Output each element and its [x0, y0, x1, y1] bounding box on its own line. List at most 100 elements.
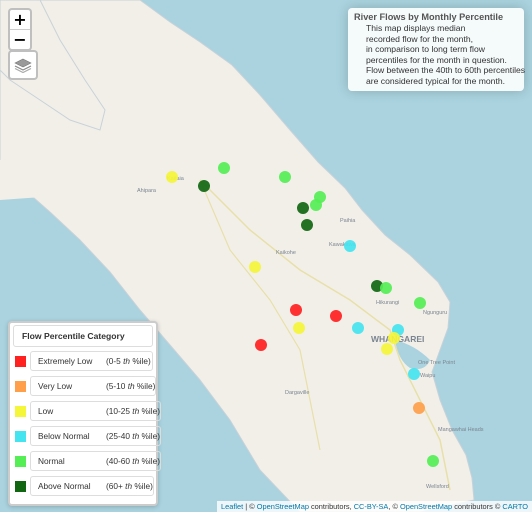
flow-site-marker[interactable]: [427, 455, 439, 467]
legend-range-start: (60+: [106, 481, 123, 491]
flow-site-marker[interactable]: [344, 240, 356, 252]
legend-swatch: [15, 480, 26, 492]
place-label: One Tree Point: [418, 360, 455, 366]
legend-range-suffix: th: [127, 381, 135, 391]
legend-range: (10-25 th %ile): [106, 406, 160, 416]
legend-label: Above Normal (60+ th %ile): [30, 476, 154, 496]
legend-range-start: (0-5: [106, 356, 121, 366]
flow-site-marker[interactable]: [330, 310, 342, 322]
legend-range-start: (25-40: [106, 431, 130, 441]
legend-rows: Extremely Low (0-5 th %ile) Very Low (5-10 …: [13, 350, 161, 497]
flow-site-marker[interactable]: [413, 402, 425, 414]
legend-item: Extremely Low (0-5 th %ile): [13, 350, 153, 372]
legend-range-start: (40-60: [106, 456, 130, 466]
legend-swatch: [15, 355, 26, 367]
legend-label: Very Low (5-10 th %ile): [30, 376, 157, 396]
attribution-text: | ©: [243, 502, 257, 511]
legend-range-end: %ile): [136, 381, 156, 391]
info-line: recorded flow for the month,: [366, 33, 473, 44]
legend-range: (0-5 th %ile): [106, 356, 151, 366]
place-label: Ahipara: [137, 188, 157, 194]
info-line: This map displays median: [366, 23, 466, 33]
flow-site-marker[interactable]: [371, 280, 383, 292]
place-label: Hikurangi: [376, 300, 399, 306]
flow-site-marker[interactable]: [279, 171, 291, 183]
info-line: are considered typical for the month.: [366, 75, 506, 86]
layers-button[interactable]: [8, 50, 38, 80]
legend-label: Low (10-25 th %ile): [30, 401, 161, 421]
flow-site-marker[interactable]: [166, 171, 178, 183]
legend-range-suffix: th: [125, 481, 133, 491]
flow-site-marker[interactable]: [301, 219, 313, 231]
info-panel: River Flows by Monthly Percentile This m…: [348, 8, 525, 91]
legend-item: Very Low (5-10 th %ile): [13, 375, 157, 397]
attribution-text: , ©: [388, 502, 400, 511]
legend-range-suffix: th: [123, 356, 130, 366]
legend-item: Normal (40-60 th %ile): [13, 450, 161, 472]
legend-category-name: Normal: [38, 456, 65, 466]
info-line: percentiles for the month in question.: [366, 54, 507, 65]
legend-label: Below Normal (25-40 th %ile): [30, 426, 161, 446]
flow-site-marker[interactable]: [198, 180, 210, 192]
legend: Flow Percentile Category Extremely Low (0…: [8, 321, 161, 506]
place-label: Wellsford: [426, 484, 449, 490]
flow-site-marker[interactable]: [352, 322, 364, 334]
legend-range-end: %ile): [132, 356, 151, 366]
zoom-out-button[interactable]: −: [10, 29, 30, 49]
flow-site-marker[interactable]: [218, 162, 230, 174]
place-label: Paihia: [340, 218, 356, 224]
legend-category-name: Very Low: [38, 381, 73, 391]
legend-range-end: %ile): [134, 481, 153, 491]
legend-range-end: %ile): [141, 406, 160, 416]
state-highway-12: [199, 179, 321, 451]
legend-title: Flow Percentile Category: [13, 325, 153, 347]
zoom-in-button[interactable]: +: [13, 9, 27, 29]
state-highway-1: [199, 179, 451, 491]
zoom-control: + −: [8, 8, 32, 51]
flow-site-marker[interactable]: [249, 261, 261, 273]
flow-site-marker[interactable]: [290, 304, 302, 316]
attribution-text: contributors,: [308, 502, 354, 511]
flow-site-marker[interactable]: [381, 343, 393, 355]
flow-site-markers: [166, 162, 439, 467]
legend-range-start: (10-25: [106, 406, 130, 416]
legend-range-end: %ile): [141, 431, 160, 441]
flow-site-marker[interactable]: [388, 332, 400, 344]
flow-site-marker[interactable]: [408, 368, 420, 380]
ahipara-coast: [0, 150, 140, 200]
flow-site-marker[interactable]: [293, 322, 305, 334]
flow-site-marker[interactable]: [310, 199, 322, 211]
place-label: Mangawhai Heads: [438, 427, 484, 433]
flow-site-marker[interactable]: [414, 297, 426, 309]
legend-category-name: Below Normal: [38, 431, 90, 441]
legend-range: (5-10 th %ile): [106, 381, 155, 391]
flow-site-marker[interactable]: [380, 282, 392, 294]
leaflet-link[interactable]: Leaflet: [221, 502, 244, 511]
legend-item: Low (10-25 th %ile): [13, 400, 161, 422]
flow-site-marker[interactable]: [255, 339, 267, 351]
info-line: in comparison to long term flow: [366, 44, 485, 54]
legend-swatch: [15, 405, 26, 417]
place-label: Dargaville: [285, 390, 309, 396]
carto-link[interactable]: CARTO: [502, 502, 528, 511]
cc-by-sa-link[interactable]: CC-BY-SA: [353, 502, 389, 511]
legend-range-end: %ile): [141, 456, 160, 466]
flow-site-marker[interactable]: [297, 202, 309, 214]
legend-category-name: Extremely Low: [38, 356, 93, 366]
place-label: Kawakawa: [329, 242, 357, 248]
osm-link[interactable]: OpenStreetMap: [399, 502, 453, 511]
place-label: Ngunguru: [423, 310, 447, 316]
legend-range: (60+ th %ile): [106, 481, 153, 491]
legend-category-name: Above Normal: [38, 481, 91, 491]
place-label: Kaikohe: [276, 250, 296, 256]
info-title: River Flows by Monthly Percentile: [354, 12, 504, 22]
place-label: Waipu: [420, 373, 435, 379]
legend-range-suffix: th: [132, 456, 140, 466]
legend-category-name: Low: [38, 406, 54, 416]
legend-item: Above Normal (60+ th %ile): [13, 475, 154, 497]
osm-link[interactable]: OpenStreetMap: [256, 502, 309, 511]
northland-land: [0, 0, 475, 512]
whangarei-harbour: [395, 340, 430, 369]
legend-range-suffix: th: [132, 406, 140, 416]
attribution: Leaflet | © OpenStreetMap contributors, …: [217, 501, 532, 512]
